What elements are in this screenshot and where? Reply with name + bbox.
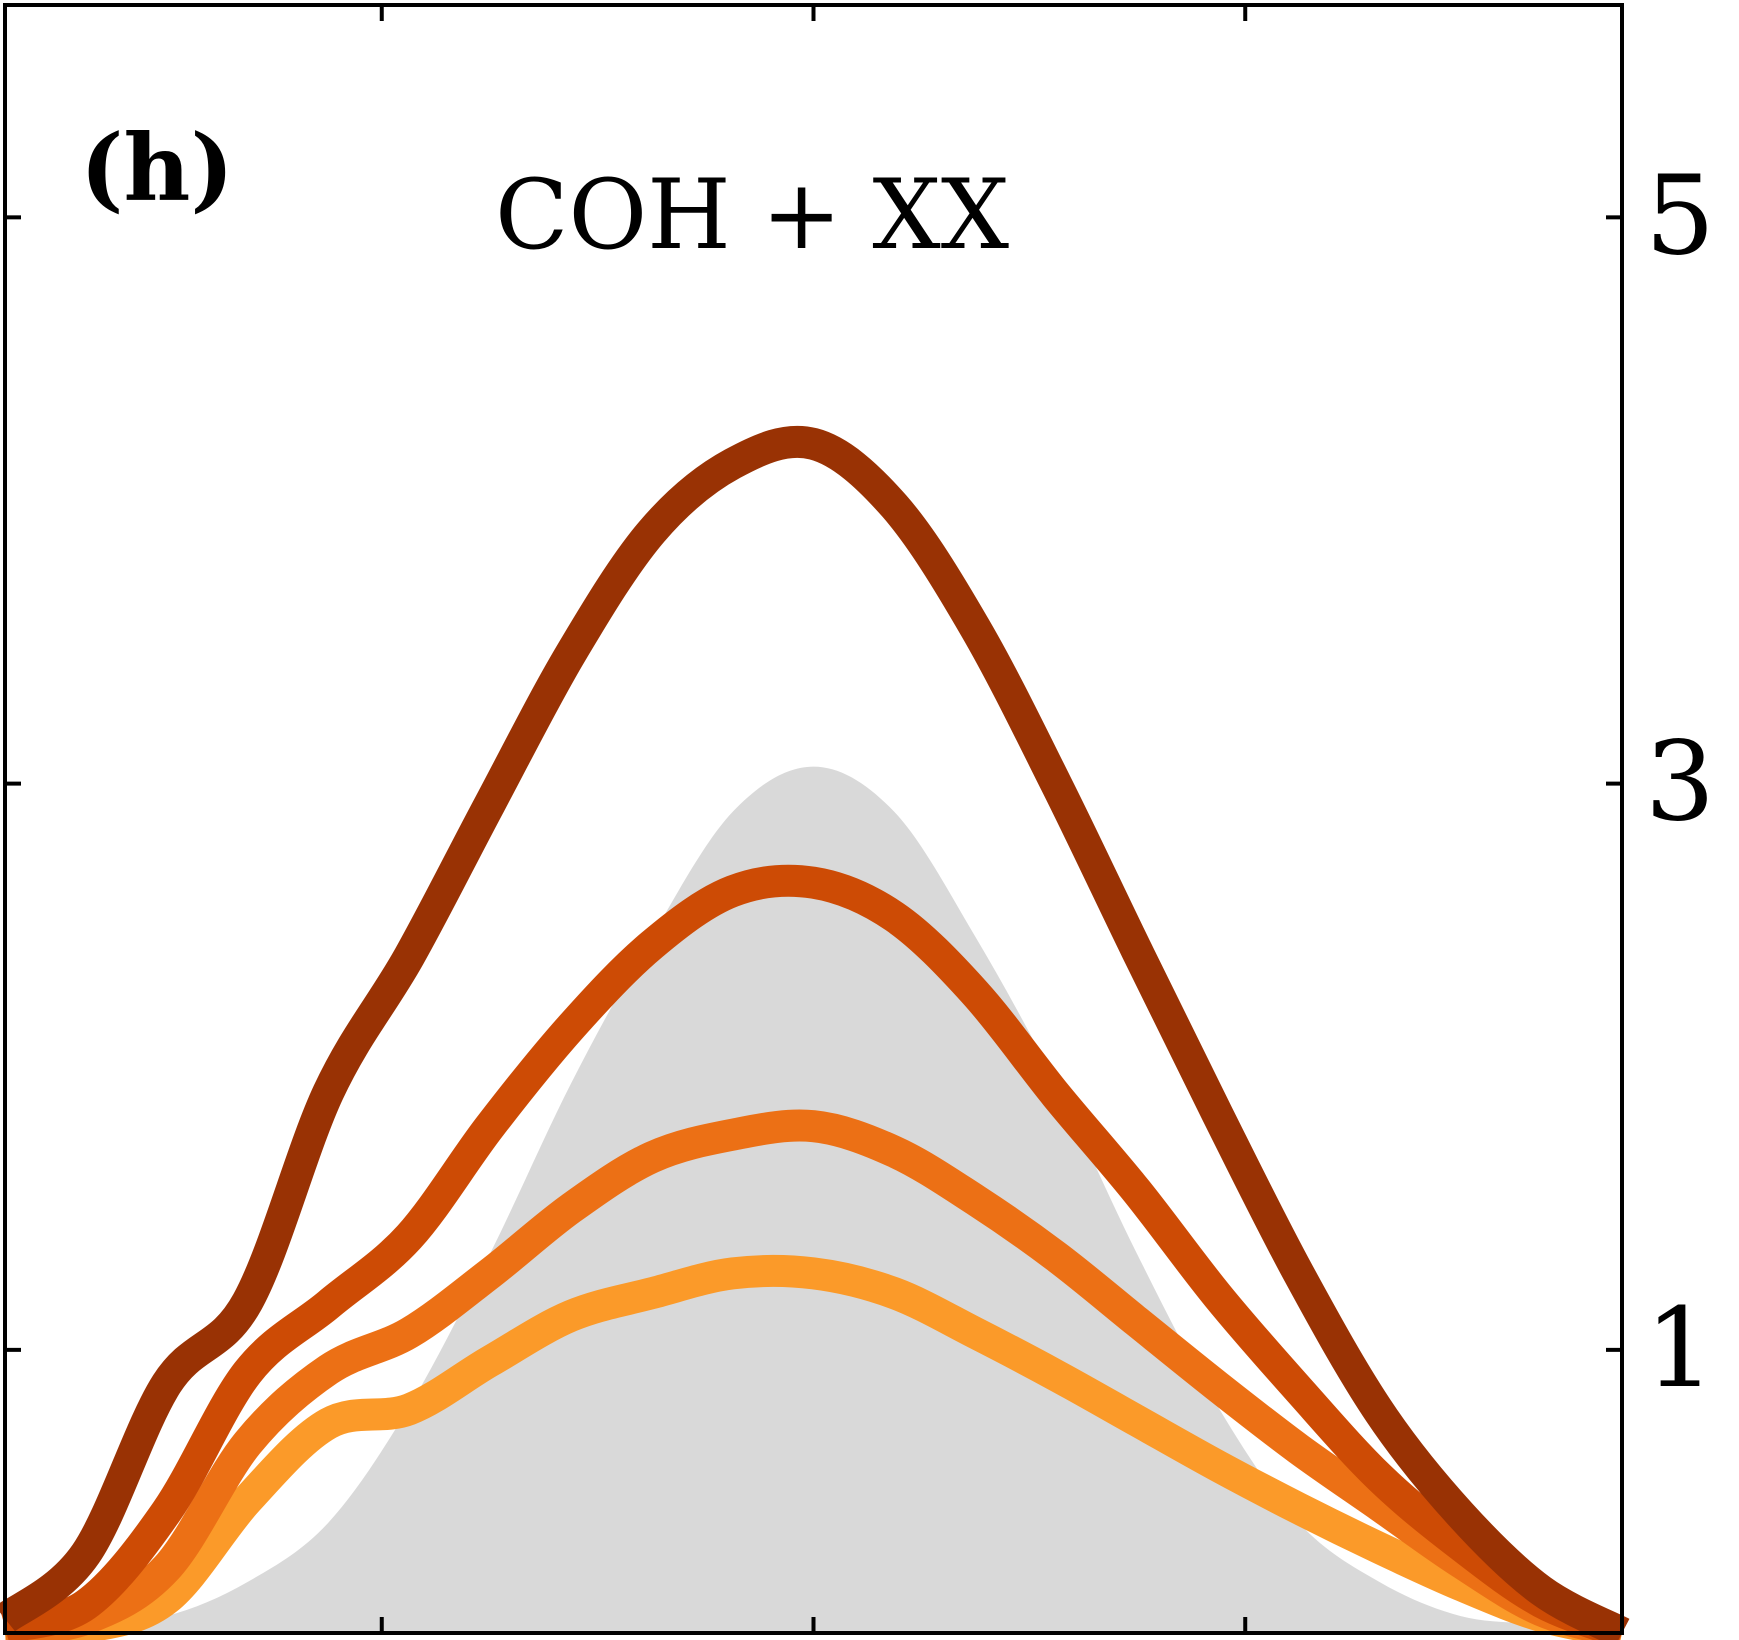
ticks-layer: 1 3 5: [5, 5, 1715, 1633]
series-line-1: [0, 425, 1630, 1640]
chart-title: COH + XX: [495, 159, 1009, 271]
series-line-3: [2, 1109, 1627, 1640]
y-tick-label-3: 5: [1645, 151, 1715, 279]
y-tick-label-1: 1: [1645, 1284, 1715, 1412]
series-line-4: [3, 1254, 1626, 1640]
series-line-2: [0, 864, 1628, 1640]
series-layer: [0, 425, 1630, 1640]
panel-label: (h): [80, 114, 234, 222]
y-tick-label-2: 3: [1645, 718, 1715, 846]
